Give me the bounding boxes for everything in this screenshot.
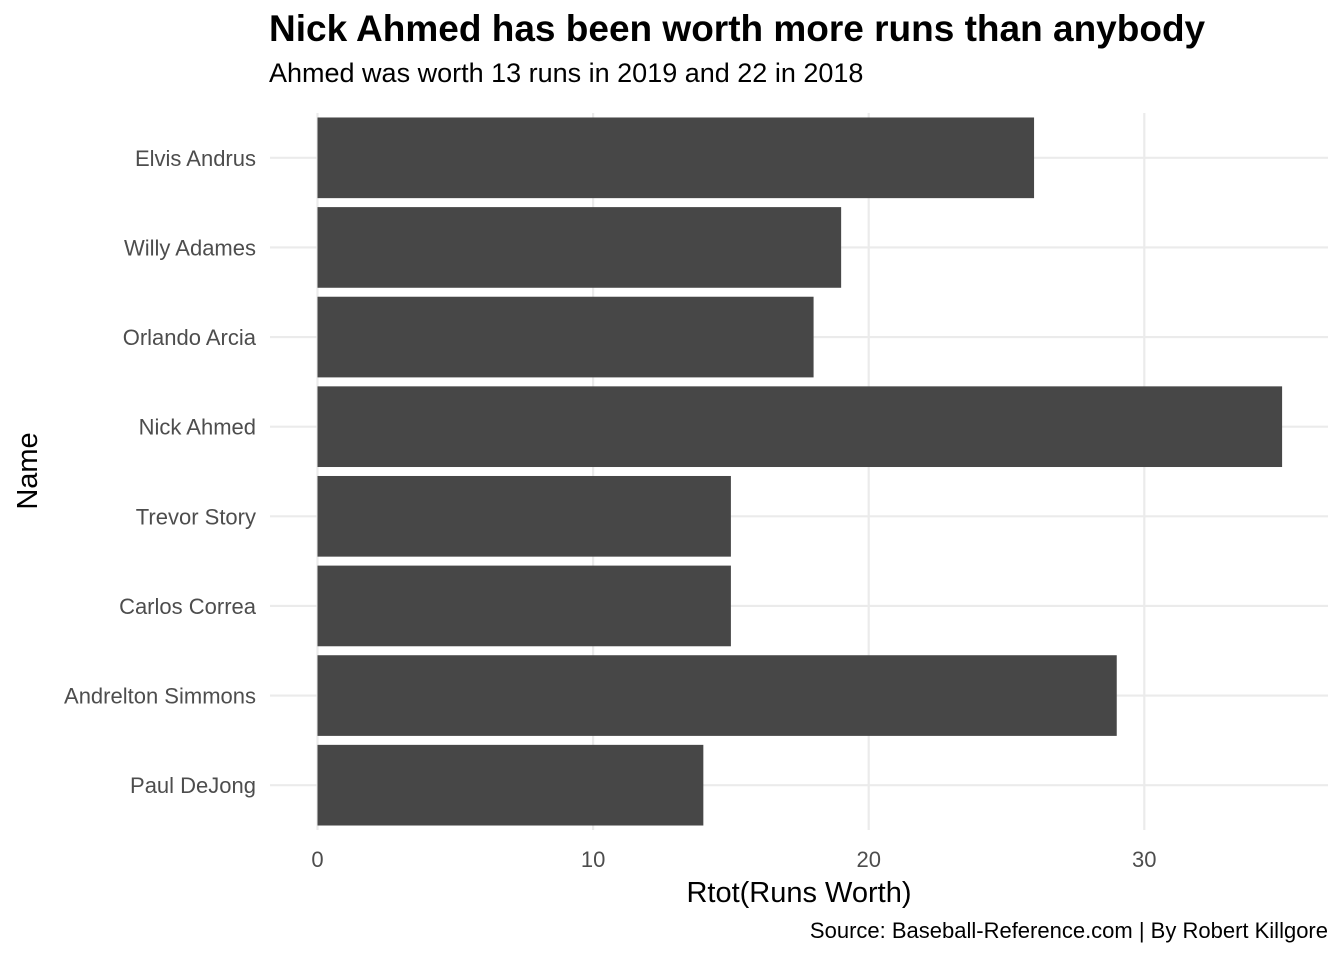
- x-tick-label: 0: [311, 847, 323, 872]
- bar: [317, 207, 842, 288]
- y-tick-label: Elvis Andrus: [135, 146, 256, 171]
- bars: [317, 117, 1283, 826]
- y-tick-label: Willy Adames: [124, 235, 256, 260]
- y-tick-label: Andrelton Simmons: [64, 684, 256, 709]
- x-tick-labels: 0 10 20 30: [311, 847, 1156, 872]
- y-tick-label: Carlos Correa: [119, 594, 257, 619]
- x-axis-title: Rtot(Runs Worth): [686, 877, 911, 909]
- y-tick-label: Orlando Arcia: [123, 325, 257, 350]
- bar: [317, 296, 814, 378]
- bar: [317, 655, 1117, 736]
- y-tick-label: Trevor Story: [136, 504, 256, 529]
- chart-title: Nick Ahmed has been worth more runs than…: [269, 8, 1206, 49]
- y-tick-label: Nick Ahmed: [139, 415, 256, 440]
- chart-caption: Source: Baseball-Reference.com | By Robe…: [809, 918, 1328, 943]
- x-tick-label: 20: [856, 847, 880, 872]
- bar: [317, 117, 1035, 199]
- x-tick-label: 10: [581, 847, 605, 872]
- bar: [317, 744, 704, 826]
- chart-subtitle: Ahmed was worth 13 runs in 2019 and 22 i…: [269, 58, 864, 88]
- y-tick-labels: Elvis Andrus Willy Adames Orlando Arcia Nic…: [64, 146, 257, 798]
- y-axis-title: Name: [12, 432, 44, 509]
- bar: [317, 565, 731, 647]
- bar: [317, 475, 731, 557]
- x-tick-label: 30: [1132, 847, 1156, 872]
- y-tick-label: Paul DeJong: [130, 773, 256, 798]
- bar: [317, 386, 1283, 468]
